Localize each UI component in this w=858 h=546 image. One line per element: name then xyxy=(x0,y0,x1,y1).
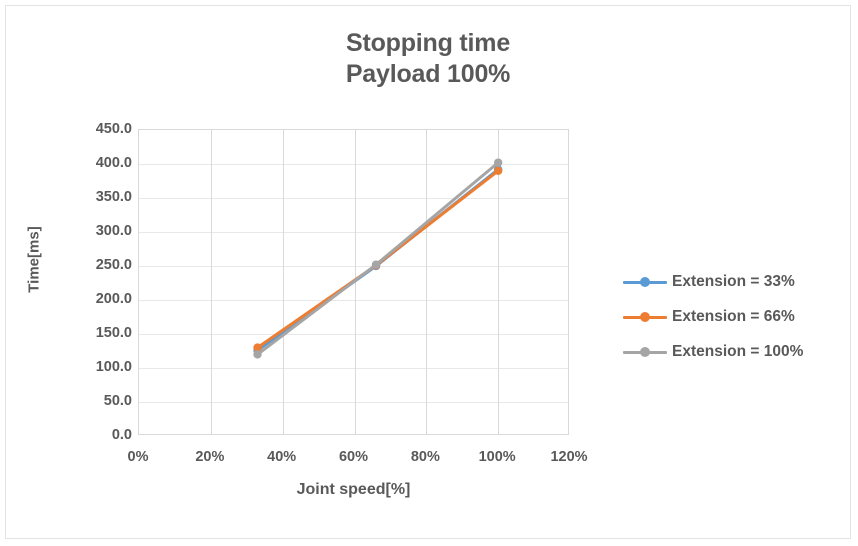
legend-item[interactable]: Extension = 100% xyxy=(623,334,838,369)
gridline-horizontal xyxy=(139,164,568,165)
series-line xyxy=(256,169,500,350)
y-axis-tick-labels: 0.0 50.0 100.0 150.0 200.0 250.0 300.0 350.0 400… xyxy=(58,122,132,443)
plot-area xyxy=(138,129,569,435)
y-axis-tick-label: 450.0 xyxy=(95,121,132,137)
legend-swatch-icon xyxy=(623,276,667,288)
y-axis-tick-label: 0.0 xyxy=(111,427,132,443)
series-layer xyxy=(253,158,503,359)
data-point-marker xyxy=(371,260,381,269)
data-point-marker xyxy=(253,350,262,359)
series-line xyxy=(256,161,500,356)
gridline-horizontal xyxy=(139,368,568,369)
y-axis-tick-label: 150.0 xyxy=(95,325,132,341)
gridline-vertical xyxy=(210,130,212,434)
legend-item-label: Extension = 100% xyxy=(672,342,804,360)
x-axis-tick-label: 40% xyxy=(267,449,297,465)
gridline-horizontal xyxy=(139,232,568,233)
y-axis-title: Time[ms] xyxy=(25,226,43,293)
legend-swatch-icon xyxy=(623,311,667,323)
y-axis-tick-label: 200.0 xyxy=(95,291,132,307)
gridline-horizontal xyxy=(139,266,568,267)
gridline-horizontal xyxy=(139,402,568,403)
gridline-vertical xyxy=(426,130,428,434)
y-axis-tick-label: 400.0 xyxy=(95,155,132,171)
chart-legend: Extension = 33% Extension = 66% Extension … xyxy=(623,264,838,369)
series-extension-100- xyxy=(253,158,503,359)
x-axis-tick-label: 80% xyxy=(410,449,440,465)
y-axis-tick-label: 300.0 xyxy=(95,223,132,239)
legend-swatch-icon xyxy=(623,346,667,358)
x-axis-title: Joint speed[%] xyxy=(296,481,411,498)
chart-container: Stopping time Payload 100% Time[ms] 0.0 5… xyxy=(5,5,851,539)
chart-title-line-1: Stopping time xyxy=(345,29,511,57)
legend-item-label: Extension = 66% xyxy=(672,307,795,325)
x-axis-tick-label: 60% xyxy=(338,449,369,465)
legend-item[interactable]: Extension = 33% xyxy=(623,264,838,299)
legend-item-label: Extension = 33% xyxy=(672,272,795,290)
data-point-marker xyxy=(253,343,262,352)
x-axis-tick-label: 20% xyxy=(195,449,225,465)
y-axis-tick-label: 50.0 xyxy=(103,393,132,409)
y-axis-tick-label: 100.0 xyxy=(95,359,132,375)
gridline-vertical xyxy=(498,130,500,434)
gridline-horizontal xyxy=(139,198,568,199)
data-point-marker xyxy=(493,166,503,175)
gridline-horizontal xyxy=(139,334,568,335)
chart-title: Stopping time Payload 100% xyxy=(6,28,850,90)
gridline-vertical xyxy=(282,130,284,434)
x-axis-tick-label: 120% xyxy=(550,449,588,465)
y-axis-tick-label: 350.0 xyxy=(95,189,132,205)
gridline-horizontal xyxy=(139,300,568,301)
x-axis-tick-label: 0% xyxy=(127,449,149,465)
x-axis-tick-labels: 0% 20% 40% 60% 80% 100% 120% xyxy=(128,449,588,471)
chart-title-line-2: Payload 100% xyxy=(345,60,511,88)
legend-item[interactable]: Extension = 66% xyxy=(623,299,838,334)
x-axis-tick-label: 100% xyxy=(478,449,516,465)
y-axis-tick-label: 250.0 xyxy=(95,257,132,273)
data-point-marker xyxy=(493,158,503,167)
